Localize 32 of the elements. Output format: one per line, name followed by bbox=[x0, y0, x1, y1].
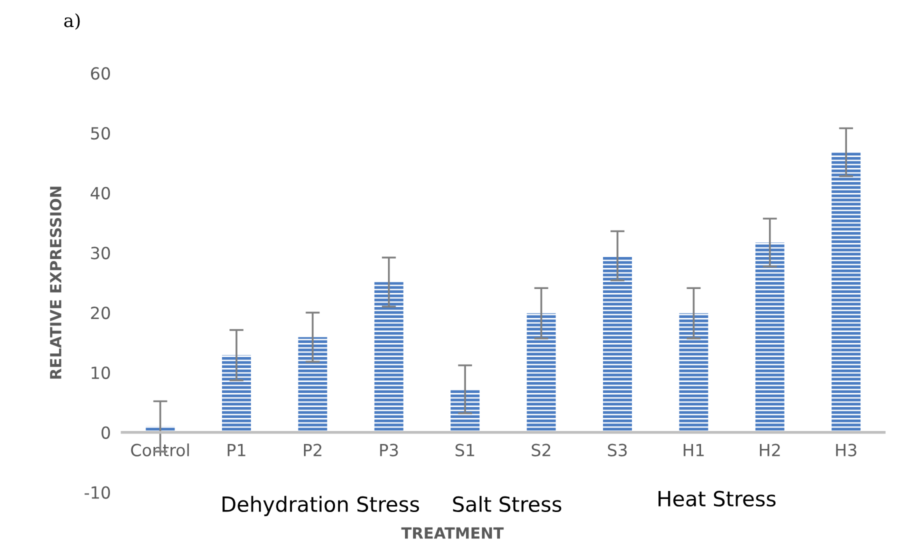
y-tick-label: 50 bbox=[91, 126, 110, 140]
y-tick-label: 0 bbox=[102, 426, 110, 439]
annotation: Heat Stress bbox=[658, 490, 776, 507]
y-axis-title: RELATIVE EXPRESSION bbox=[50, 186, 62, 379]
x-tick-label: H1 bbox=[684, 444, 704, 456]
x-axis-title: TREATMENT bbox=[401, 527, 504, 539]
bar bbox=[450, 389, 480, 432]
chart-title: a) bbox=[64, 13, 80, 30]
bar bbox=[755, 242, 784, 432]
bar bbox=[832, 152, 861, 432]
bar bbox=[298, 337, 328, 432]
bar bbox=[679, 313, 708, 432]
x-tick-label: P1 bbox=[228, 444, 246, 456]
x-tick-label: H3 bbox=[836, 444, 856, 456]
x-tick-label: P3 bbox=[380, 444, 398, 456]
x-tick-label: H2 bbox=[760, 444, 780, 456]
y-tick-label: 40 bbox=[90, 186, 110, 200]
x-tick-label: S2 bbox=[532, 444, 550, 456]
text: Salt Stress bbox=[453, 496, 562, 512]
y-tick-label: 10 bbox=[92, 366, 110, 380]
x-tick-label: S3 bbox=[608, 444, 627, 456]
y-tick-label: 30 bbox=[91, 246, 110, 260]
bar bbox=[222, 355, 251, 432]
x-tick-label: S1 bbox=[456, 444, 474, 456]
x-tick-label: P2 bbox=[304, 444, 322, 456]
y-tick-label: -10 bbox=[84, 486, 110, 499]
bar bbox=[603, 256, 632, 432]
y-tick-label: 60 bbox=[91, 67, 110, 80]
text: Dehydration Stress bbox=[222, 496, 420, 516]
bar bbox=[374, 282, 404, 432]
bar bbox=[526, 313, 556, 432]
y-tick-label: 20 bbox=[91, 306, 110, 320]
